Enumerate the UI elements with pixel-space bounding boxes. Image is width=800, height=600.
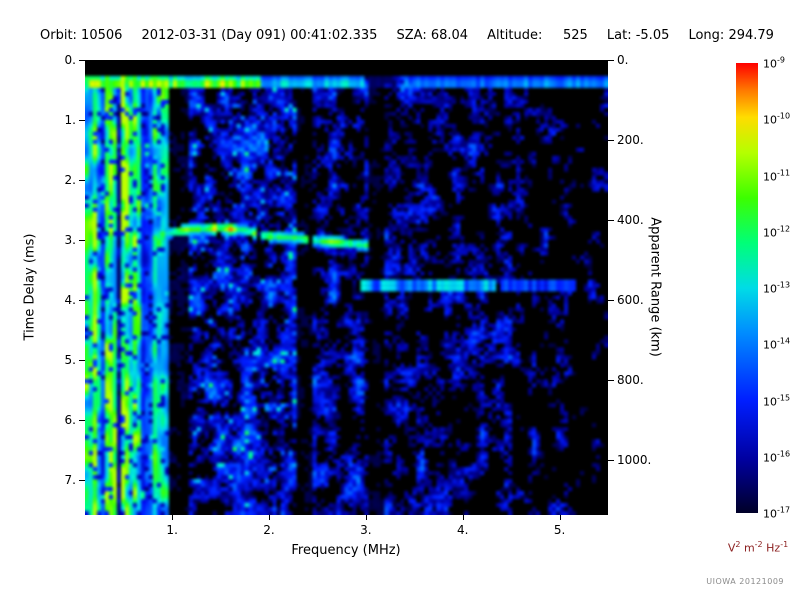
y-right-tick-label: 400. bbox=[617, 213, 644, 228]
x-tick-mark bbox=[365, 515, 367, 520]
colorbar-tick-label: 10-9 bbox=[763, 55, 785, 71]
y-right-tick-mark bbox=[608, 60, 614, 61]
x-tick-label: 4. bbox=[456, 523, 469, 537]
spectrogram-plot bbox=[85, 60, 608, 515]
y-tick-mark bbox=[79, 480, 85, 482]
y-tick-label: 3. bbox=[64, 233, 76, 247]
orbit-field: Orbit: 10506 bbox=[40, 28, 123, 43]
time-delay-axis-label: Time Delay (ms) bbox=[22, 233, 38, 341]
units-exp: 2 bbox=[735, 540, 741, 549]
y-tick-mark bbox=[79, 420, 85, 422]
y-tick-label: 4. bbox=[64, 293, 76, 307]
x-tick-mark bbox=[269, 515, 271, 520]
units-part: V bbox=[727, 541, 736, 555]
x-tick-label: 1. bbox=[166, 523, 178, 537]
y-right-tick-label: 0. bbox=[617, 53, 629, 67]
y-right-tick-mark bbox=[608, 300, 614, 302]
colorbar-tick-label: 10-10 bbox=[763, 111, 791, 127]
colorbar-tick-label: 10-15 bbox=[763, 393, 791, 408]
y-right-tick-label: 1000. bbox=[617, 453, 652, 468]
y-right-tick-mark bbox=[608, 380, 614, 382]
units-exp: -1 bbox=[780, 540, 789, 549]
y-right-tick-label: 200. bbox=[617, 133, 644, 148]
y-tick-mark bbox=[79, 60, 85, 61]
x-tick-label: 5. bbox=[553, 523, 566, 537]
colorbar-tick-label: 10-16 bbox=[763, 449, 791, 465]
sza-field: SZA: 68.04 bbox=[396, 28, 469, 43]
y-tick-label: 1. bbox=[64, 113, 76, 127]
y-tick-mark bbox=[79, 180, 85, 181]
y-right-tick-label: 600. bbox=[617, 293, 644, 308]
latitude-field: Lat: -5.05 bbox=[606, 28, 670, 43]
y-tick-mark bbox=[79, 300, 85, 301]
colorbar-tick-label: 10-14 bbox=[763, 336, 791, 352]
apparent-range-axis-label: Apparent Range (km) bbox=[647, 217, 663, 357]
credit-text: UIOWA 20121009 bbox=[706, 577, 784, 586]
y-right-tick-mark bbox=[608, 140, 614, 142]
x-tick-mark bbox=[559, 515, 561, 520]
y-tick-mark bbox=[79, 360, 85, 361]
y-tick-mark bbox=[79, 120, 85, 121]
y-right-tick-label: 800. bbox=[617, 373, 644, 388]
y-tick-label: 2. bbox=[64, 173, 76, 187]
colorbar-units-label: V2 m-2 Hz-1 bbox=[728, 540, 788, 555]
units-exp: -2 bbox=[754, 540, 763, 549]
colorbar-tick-label: 10-12 bbox=[763, 224, 791, 240]
x-tick-mark bbox=[172, 515, 174, 520]
x-tick-label: 2. bbox=[263, 523, 275, 537]
colorbar-tick-label: 10-13 bbox=[763, 280, 791, 296]
x-tick-mark bbox=[462, 515, 464, 520]
y-right-tick-mark bbox=[608, 460, 614, 462]
longitude-field: Long: 294.79 bbox=[688, 28, 774, 43]
y-tick-label: 7. bbox=[64, 473, 76, 488]
x-tick-label: 3. bbox=[360, 523, 372, 537]
y-tick-mark bbox=[79, 240, 85, 241]
header-info-bar: Orbit: 10506 2012-03-31 (Day 091) 00:41:… bbox=[40, 28, 774, 43]
y-right-tick-mark bbox=[608, 220, 614, 222]
colorbar-tick-label: 10-11 bbox=[763, 168, 791, 183]
y-tick-label: 6. bbox=[64, 413, 76, 428]
frequency-axis-label: Frequency (MHz) bbox=[291, 543, 401, 558]
datetime-field: 2012-03-31 (Day 091) 00:41:02.335 bbox=[141, 28, 378, 43]
colorbar-gradient bbox=[736, 63, 758, 513]
colorbar-tick-label: 10-17 bbox=[763, 505, 791, 521]
y-tick-label: 5. bbox=[64, 353, 76, 367]
units-part: Hz bbox=[762, 541, 781, 555]
y-tick-label: 0. bbox=[64, 53, 76, 67]
units-part: m bbox=[740, 541, 755, 555]
altitude-field: Altitude: 525 bbox=[487, 28, 588, 43]
